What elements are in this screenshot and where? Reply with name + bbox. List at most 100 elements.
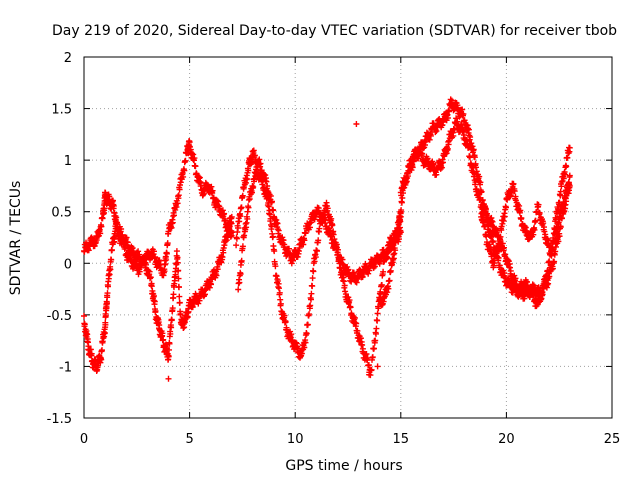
data-point <box>430 161 437 168</box>
data-point <box>190 151 197 158</box>
data-point <box>478 210 485 217</box>
data-point <box>384 289 391 296</box>
data-point <box>263 189 270 196</box>
data-point <box>507 264 513 271</box>
data-point <box>152 254 159 260</box>
data-point <box>151 248 157 255</box>
data-point <box>270 233 276 240</box>
data-point <box>467 134 474 140</box>
data-point <box>446 108 453 115</box>
data-point <box>459 106 466 113</box>
y-tick-label: 0 <box>64 257 72 272</box>
data-point <box>271 248 278 255</box>
data-point <box>366 371 373 378</box>
data-point <box>454 118 461 125</box>
data-point <box>165 375 172 382</box>
data-point <box>440 159 446 166</box>
data-point <box>394 226 401 233</box>
data-point <box>560 175 567 182</box>
data-point <box>108 256 115 263</box>
data-point <box>246 196 253 202</box>
x-axis-label: GPS time / hours <box>285 458 402 474</box>
data-point <box>244 175 251 182</box>
data-point <box>109 247 115 254</box>
data-point <box>488 251 495 258</box>
data-point <box>161 268 168 275</box>
data-point <box>163 250 170 257</box>
data-point <box>464 138 471 145</box>
data-point <box>118 226 125 232</box>
data-point <box>548 252 555 259</box>
y-tick-label: -0.5 <box>47 309 72 324</box>
data-point <box>254 166 261 173</box>
data-point <box>403 178 410 185</box>
data-point <box>560 205 566 212</box>
data-point <box>512 275 519 282</box>
x-tick-label: 15 <box>393 432 410 447</box>
data-point <box>170 291 177 298</box>
data-point <box>306 311 313 318</box>
data-point <box>195 300 202 307</box>
data-point <box>175 275 182 282</box>
data-point <box>320 216 327 222</box>
data-point <box>535 201 542 208</box>
data-point <box>245 204 252 211</box>
data-point <box>312 254 319 261</box>
data-point <box>111 210 118 216</box>
data-point <box>274 220 281 227</box>
data-point <box>282 319 289 325</box>
data-point <box>427 132 434 139</box>
data-point <box>387 267 394 274</box>
data-point <box>372 337 379 344</box>
data-point <box>250 183 257 190</box>
data-point <box>546 258 553 265</box>
data-point <box>173 248 180 255</box>
data-point <box>417 145 424 152</box>
data-point <box>496 243 503 249</box>
data-point <box>166 346 172 353</box>
data-point <box>510 180 517 187</box>
data-point <box>104 300 110 307</box>
data-point <box>159 330 166 337</box>
data-point <box>99 347 105 354</box>
data-point <box>550 238 557 244</box>
data-point <box>443 150 450 157</box>
data-point <box>236 218 243 225</box>
data-point <box>496 262 503 269</box>
data-point <box>168 324 175 331</box>
data-point <box>244 215 251 222</box>
data-point <box>375 305 382 312</box>
data-point <box>216 203 223 210</box>
data-point <box>484 210 490 217</box>
data-point <box>221 210 228 217</box>
data-point <box>196 297 203 304</box>
data-point <box>340 278 347 285</box>
data-point <box>233 242 240 249</box>
data-point <box>187 143 193 150</box>
data-point <box>465 126 472 133</box>
data-point <box>366 267 373 274</box>
data-point <box>301 237 308 244</box>
y-tick-label: 1.5 <box>51 103 72 118</box>
data-point <box>487 244 494 251</box>
data-point <box>541 228 548 235</box>
data-point <box>342 291 349 298</box>
data-point <box>163 256 170 263</box>
data-point <box>175 267 182 274</box>
data-point <box>385 248 392 255</box>
data-point <box>529 286 536 293</box>
data-point <box>251 152 258 159</box>
data-point <box>87 346 94 353</box>
data-point <box>210 194 217 201</box>
data-point <box>165 353 172 360</box>
data-point <box>333 241 340 248</box>
x-tick-label: 0 <box>80 432 88 447</box>
data-point <box>151 298 158 305</box>
data-point <box>517 207 524 214</box>
data-point <box>309 283 316 290</box>
y-tick-label: 0.5 <box>51 206 72 221</box>
data-point <box>267 215 274 222</box>
plot-frame <box>83 56 613 419</box>
data-point <box>169 305 176 312</box>
data-point <box>374 363 381 370</box>
